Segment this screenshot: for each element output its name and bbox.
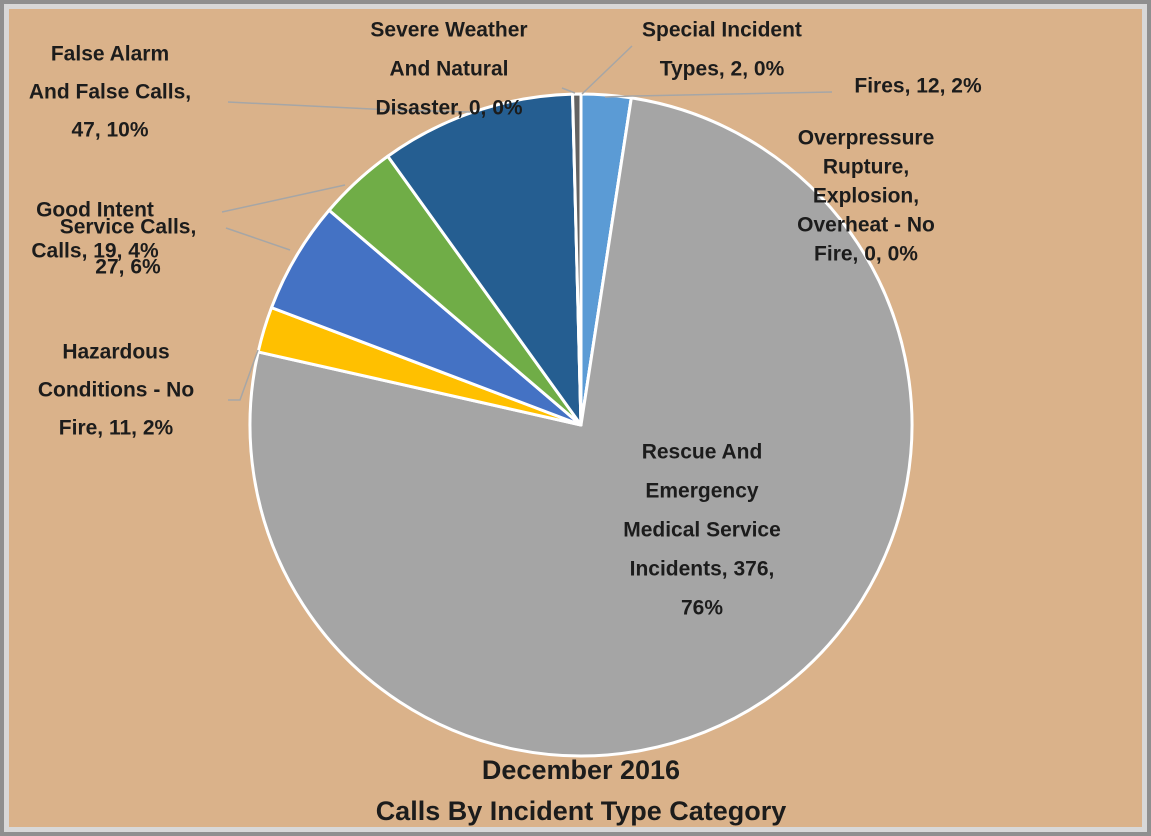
leader-line [581, 45, 633, 95]
leader-line [604, 91, 833, 98]
data-label: 76% [681, 597, 723, 620]
data-label: Good Intent [36, 199, 154, 222]
data-label: Medical Service [623, 519, 781, 542]
data-label: Disaster, 0, 0% [375, 97, 522, 120]
data-label: Fires, 12, 2% [854, 75, 982, 98]
data-label: Calls, 19, 4% [31, 240, 159, 263]
chart-title: December 2016 [482, 755, 680, 785]
data-label: Fire, 0, 0% [814, 243, 918, 266]
data-label: Explosion, [813, 185, 919, 208]
data-label: Overpressure [798, 127, 935, 150]
pie-slice [571, 92, 583, 427]
leader-line [228, 349, 259, 401]
data-label: Incidents, 376, [630, 558, 775, 581]
pie-slice [248, 96, 914, 758]
data-label: Emergency [645, 480, 759, 503]
leader-lines [221, 45, 833, 401]
pie [248, 92, 914, 758]
data-label: Fire, 11, 2% [59, 417, 174, 440]
data-label: 27, 6% [95, 256, 161, 279]
data-label: Overheat - No [797, 214, 935, 237]
data-label: Rescue And [642, 441, 763, 464]
data-label: Conditions - No [38, 379, 194, 402]
chart-title: Calls By Incident Type Category [376, 796, 787, 826]
data-label: Severe Weather [370, 19, 527, 42]
data-label: Types, 2, 0% [660, 58, 785, 81]
data-label: 47, 10% [71, 119, 148, 142]
data-label: Hazardous [62, 341, 169, 364]
data-label: False Alarm [51, 43, 169, 66]
data-label: Special Incident [642, 19, 802, 42]
data-label: And False Calls, [29, 81, 191, 104]
data-label: Service Calls, [60, 216, 197, 239]
data-labels: Fires, 12, 2% Overpressure Rupture, Explosi… [29, 19, 982, 620]
leader-line [225, 227, 291, 251]
leader-line [227, 101, 471, 113]
pie-slice [386, 92, 583, 427]
data-label: And Natural [389, 58, 508, 81]
leader-line [561, 87, 576, 94]
leader-line [221, 184, 346, 213]
data-label: Rupture, [823, 156, 909, 179]
